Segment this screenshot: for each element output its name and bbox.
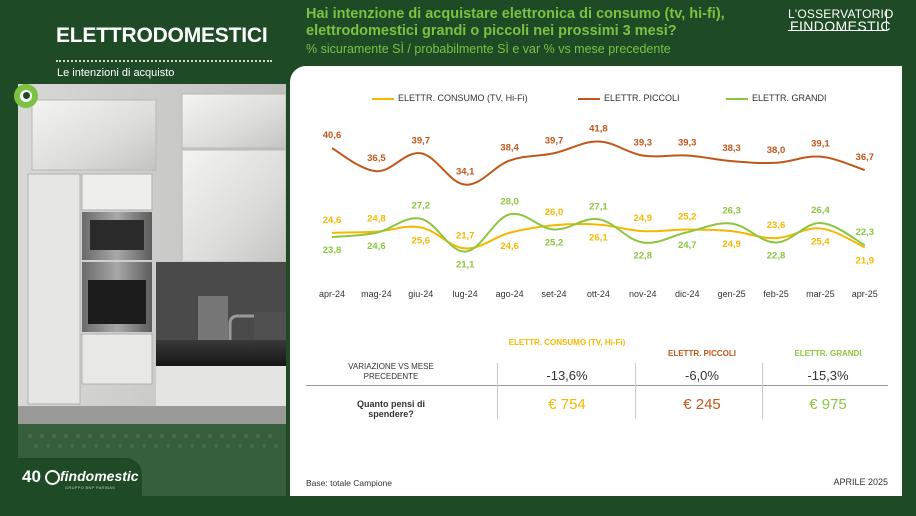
data-label-grandi: 24,6	[367, 241, 386, 252]
data-label-piccoli: 39,7	[412, 135, 431, 146]
data-label-consumo: 24,9	[722, 239, 741, 250]
table-row-label-spesa: Quanto pensi di spendere?	[356, 399, 425, 419]
table-header-grandi: ELETTR. GRANDI	[794, 349, 862, 358]
table-row-label-variazione: VARIAZIONE VS MESE PRECEDENTE	[348, 362, 434, 381]
x-tick-label: ott-24	[587, 289, 610, 299]
table-divider	[306, 385, 888, 386]
logo-name: findomestic	[60, 468, 139, 484]
variazione-grandi: -15,3%	[807, 368, 849, 383]
data-label-grandi: 26,4	[811, 205, 830, 216]
logo-tagline: GRUPPO BNP PARIBAS	[65, 485, 116, 490]
x-tick-label: dic-24	[675, 289, 700, 299]
data-label-grandi: 22,8	[767, 250, 786, 261]
data-label-piccoli: 39,3	[634, 138, 653, 149]
legend-swatch-consumo	[372, 98, 394, 100]
x-tick-label: lug-24	[453, 289, 478, 299]
data-label-consumo: 24,6	[500, 241, 518, 252]
data-label-piccoli: 39,1	[811, 139, 830, 150]
data-label-piccoli: 38,3	[722, 143, 741, 154]
table-header-consumo: ELETTR. CONSUMO (TV, Hi-Fi)	[508, 338, 626, 347]
data-label-consumo: 23,6	[767, 220, 786, 231]
data-label-grandi: 25,2	[545, 238, 564, 249]
data-label-grandi: 22,8	[634, 250, 653, 261]
series-line-grandi	[331, 212, 866, 253]
x-tick-label: gen-25	[718, 289, 746, 299]
x-tick-label: ago-24	[496, 289, 524, 299]
data-label-grandi: 21,1	[456, 260, 475, 271]
data-label-piccoli: 38,4	[500, 143, 519, 154]
x-tick-label: mag-24	[361, 289, 392, 299]
legend-grandi: ELETTR. GRANDI	[752, 93, 827, 103]
chart-subtitle: % sicuramente SÌ / probabilmente SÌ e va…	[306, 42, 671, 56]
data-label-piccoli: 39,7	[545, 135, 564, 146]
brand-divider	[886, 9, 887, 31]
line-chart: 24,6 24,8 25,6 21,7 24,6 26,0 26,1 24,9 25,2 24,9…	[319, 124, 878, 299]
data-label-piccoli: 40,6	[323, 130, 342, 141]
table-col-divider-3	[762, 363, 763, 419]
brand-underline	[788, 30, 887, 31]
data-label-grandi: 22,3	[856, 227, 875, 238]
legend-piccoli: ELETTR. PICCOLI	[604, 93, 680, 103]
kitchen-photo	[18, 84, 286, 496]
x-tick-label: apr-25	[852, 289, 878, 299]
x-tick-label: nov-24	[629, 289, 657, 299]
content-card: ELETTR. CONSUMO (TV, Hi-Fi) ELETTR. PICC…	[290, 66, 902, 496]
brand-title-bottom: FINDOMESTIC	[790, 18, 891, 34]
data-label-piccoli: 38,0	[767, 145, 786, 156]
data-label-consumo: 21,7	[456, 230, 475, 241]
data-label-consumo: 25,4	[811, 236, 830, 247]
legend-swatch-piccoli	[578, 98, 600, 100]
report-date: APRILE 2025	[833, 477, 888, 487]
data-label-consumo: 25,6	[412, 235, 431, 246]
data-label-grandi: 24,7	[678, 240, 697, 251]
spesa-piccoli: € 245	[683, 396, 721, 413]
variazione-piccoli: -6,0%	[685, 368, 719, 383]
logo-anniversary: 40	[22, 467, 41, 486]
data-label-grandi: 27,2	[412, 201, 431, 212]
x-tick-label: feb-25	[763, 289, 789, 299]
dotted-divider	[56, 60, 272, 62]
data-label-consumo: 24,9	[634, 213, 653, 224]
logo-ring-icon	[45, 470, 60, 485]
x-tick-label: mar-25	[806, 289, 835, 299]
data-label-consumo: 21,9	[856, 255, 875, 266]
legend-consumo: ELETTR. CONSUMO (TV, Hi-Fi)	[398, 93, 528, 103]
data-label-consumo: 25,2	[678, 212, 697, 223]
chart-question: Hai intenzione di acquistare elettronica…	[306, 6, 725, 39]
table-header-piccoli: ELETTR. PICCOLI	[668, 349, 736, 358]
data-label-piccoli: 39,3	[678, 138, 697, 149]
eye-icon	[14, 84, 38, 108]
data-label-consumo: 24,8	[367, 214, 386, 225]
brand-title-top: L'OSSERVATORIO	[788, 7, 894, 21]
data-label-piccoli: 41,8	[589, 124, 608, 135]
table-col-divider-2	[635, 363, 636, 419]
section-subtitle: Le intenzioni di acquisto	[57, 67, 175, 79]
section-title: ELETTRODOMESTICI	[56, 24, 268, 47]
data-label-consumo: 26,1	[589, 233, 608, 244]
variazione-consumo: -13,6%	[546, 368, 588, 383]
data-label-piccoli: 36,5	[367, 153, 386, 164]
x-tick-label: giu-24	[408, 289, 433, 299]
data-label-grandi: 26,3	[722, 206, 741, 217]
spesa-consumo: € 754	[548, 396, 586, 413]
data-label-grandi: 28,0	[500, 196, 518, 207]
findomestic-logo: 40 findomestic GRUPPO BNP PARIBAS	[18, 458, 142, 496]
data-label-consumo: 24,6	[323, 215, 342, 226]
data-label-grandi: 23,8	[323, 245, 342, 256]
series-line-piccoli	[331, 140, 866, 186]
data-label-consumo: 26,0	[545, 207, 564, 218]
footnote-base: Base: totale Campione	[306, 478, 392, 488]
data-label-piccoli: 34,1	[456, 167, 475, 178]
x-tick-label: set-24	[541, 289, 566, 299]
series-line-consumo	[331, 222, 866, 250]
legend-swatch-grandi	[726, 98, 748, 100]
data-label-grandi: 27,1	[589, 201, 608, 212]
data-label-piccoli: 36,7	[856, 152, 875, 163]
table-col-divider-1	[497, 363, 498, 419]
spesa-grandi: € 975	[809, 396, 847, 413]
x-tick-label: apr-24	[319, 289, 345, 299]
